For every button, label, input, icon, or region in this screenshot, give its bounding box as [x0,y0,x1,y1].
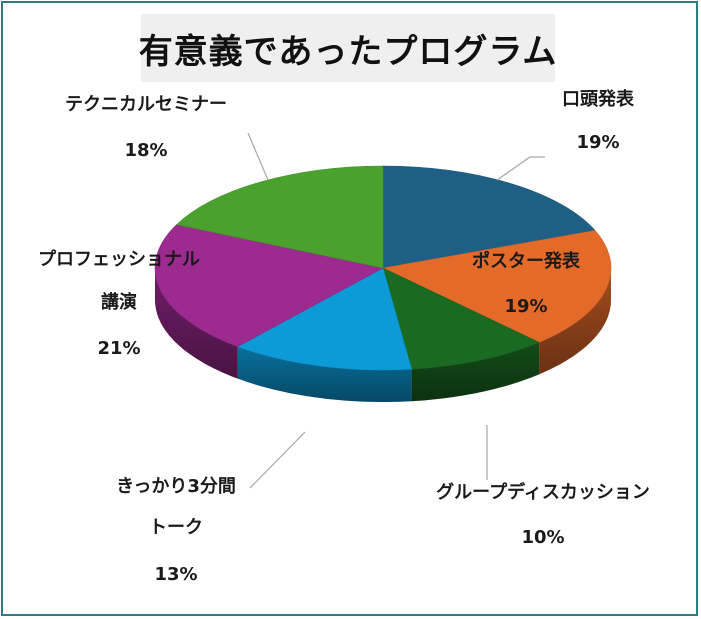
pie-slice-1 [382,230,612,343]
pie-slice-5 [176,165,384,269]
pie-slice-3 [236,267,412,371]
pie-side-shade-2 [411,342,540,402]
slice-name-0: 口頭発表 [562,88,635,110]
slice-percent-1: 19% [504,296,547,317]
leader-line-5 [247,132,269,181]
slice-percent-3: 13% [154,564,197,585]
slice-percent-4: 21% [97,338,140,359]
slice-percent-0: 19% [576,132,619,153]
pie-slice-0 [382,165,596,269]
slice-name-1: ポスター発表 [472,250,581,272]
pie-side-shade-3 [237,346,412,402]
slice-name-4-line1: 講演 [101,291,137,313]
chart-title-box: 有意義であったプログラム [138,14,558,82]
leader-line-3 [249,431,306,489]
slice-percent-5: 18% [124,140,167,161]
pie-side-shade-1 [539,268,611,375]
slice-name-3-line1: トーク [149,517,203,538]
pie-side-shade-4 [155,268,238,379]
pie-slice-4 [154,224,384,347]
slice-name-4: プロフェッショナル [38,248,200,270]
chart-title: 有意義であったプログラム [138,31,558,72]
slice-percent-2: 10% [521,527,564,548]
slice-name-5: テクニカルセミナー [65,94,227,115]
pie-slice-2 [382,267,540,370]
slice-name-3: きっかり3分間 [116,476,236,497]
slice-name-2: グループディスカッション [436,481,650,503]
leader-line-0 [496,156,545,181]
